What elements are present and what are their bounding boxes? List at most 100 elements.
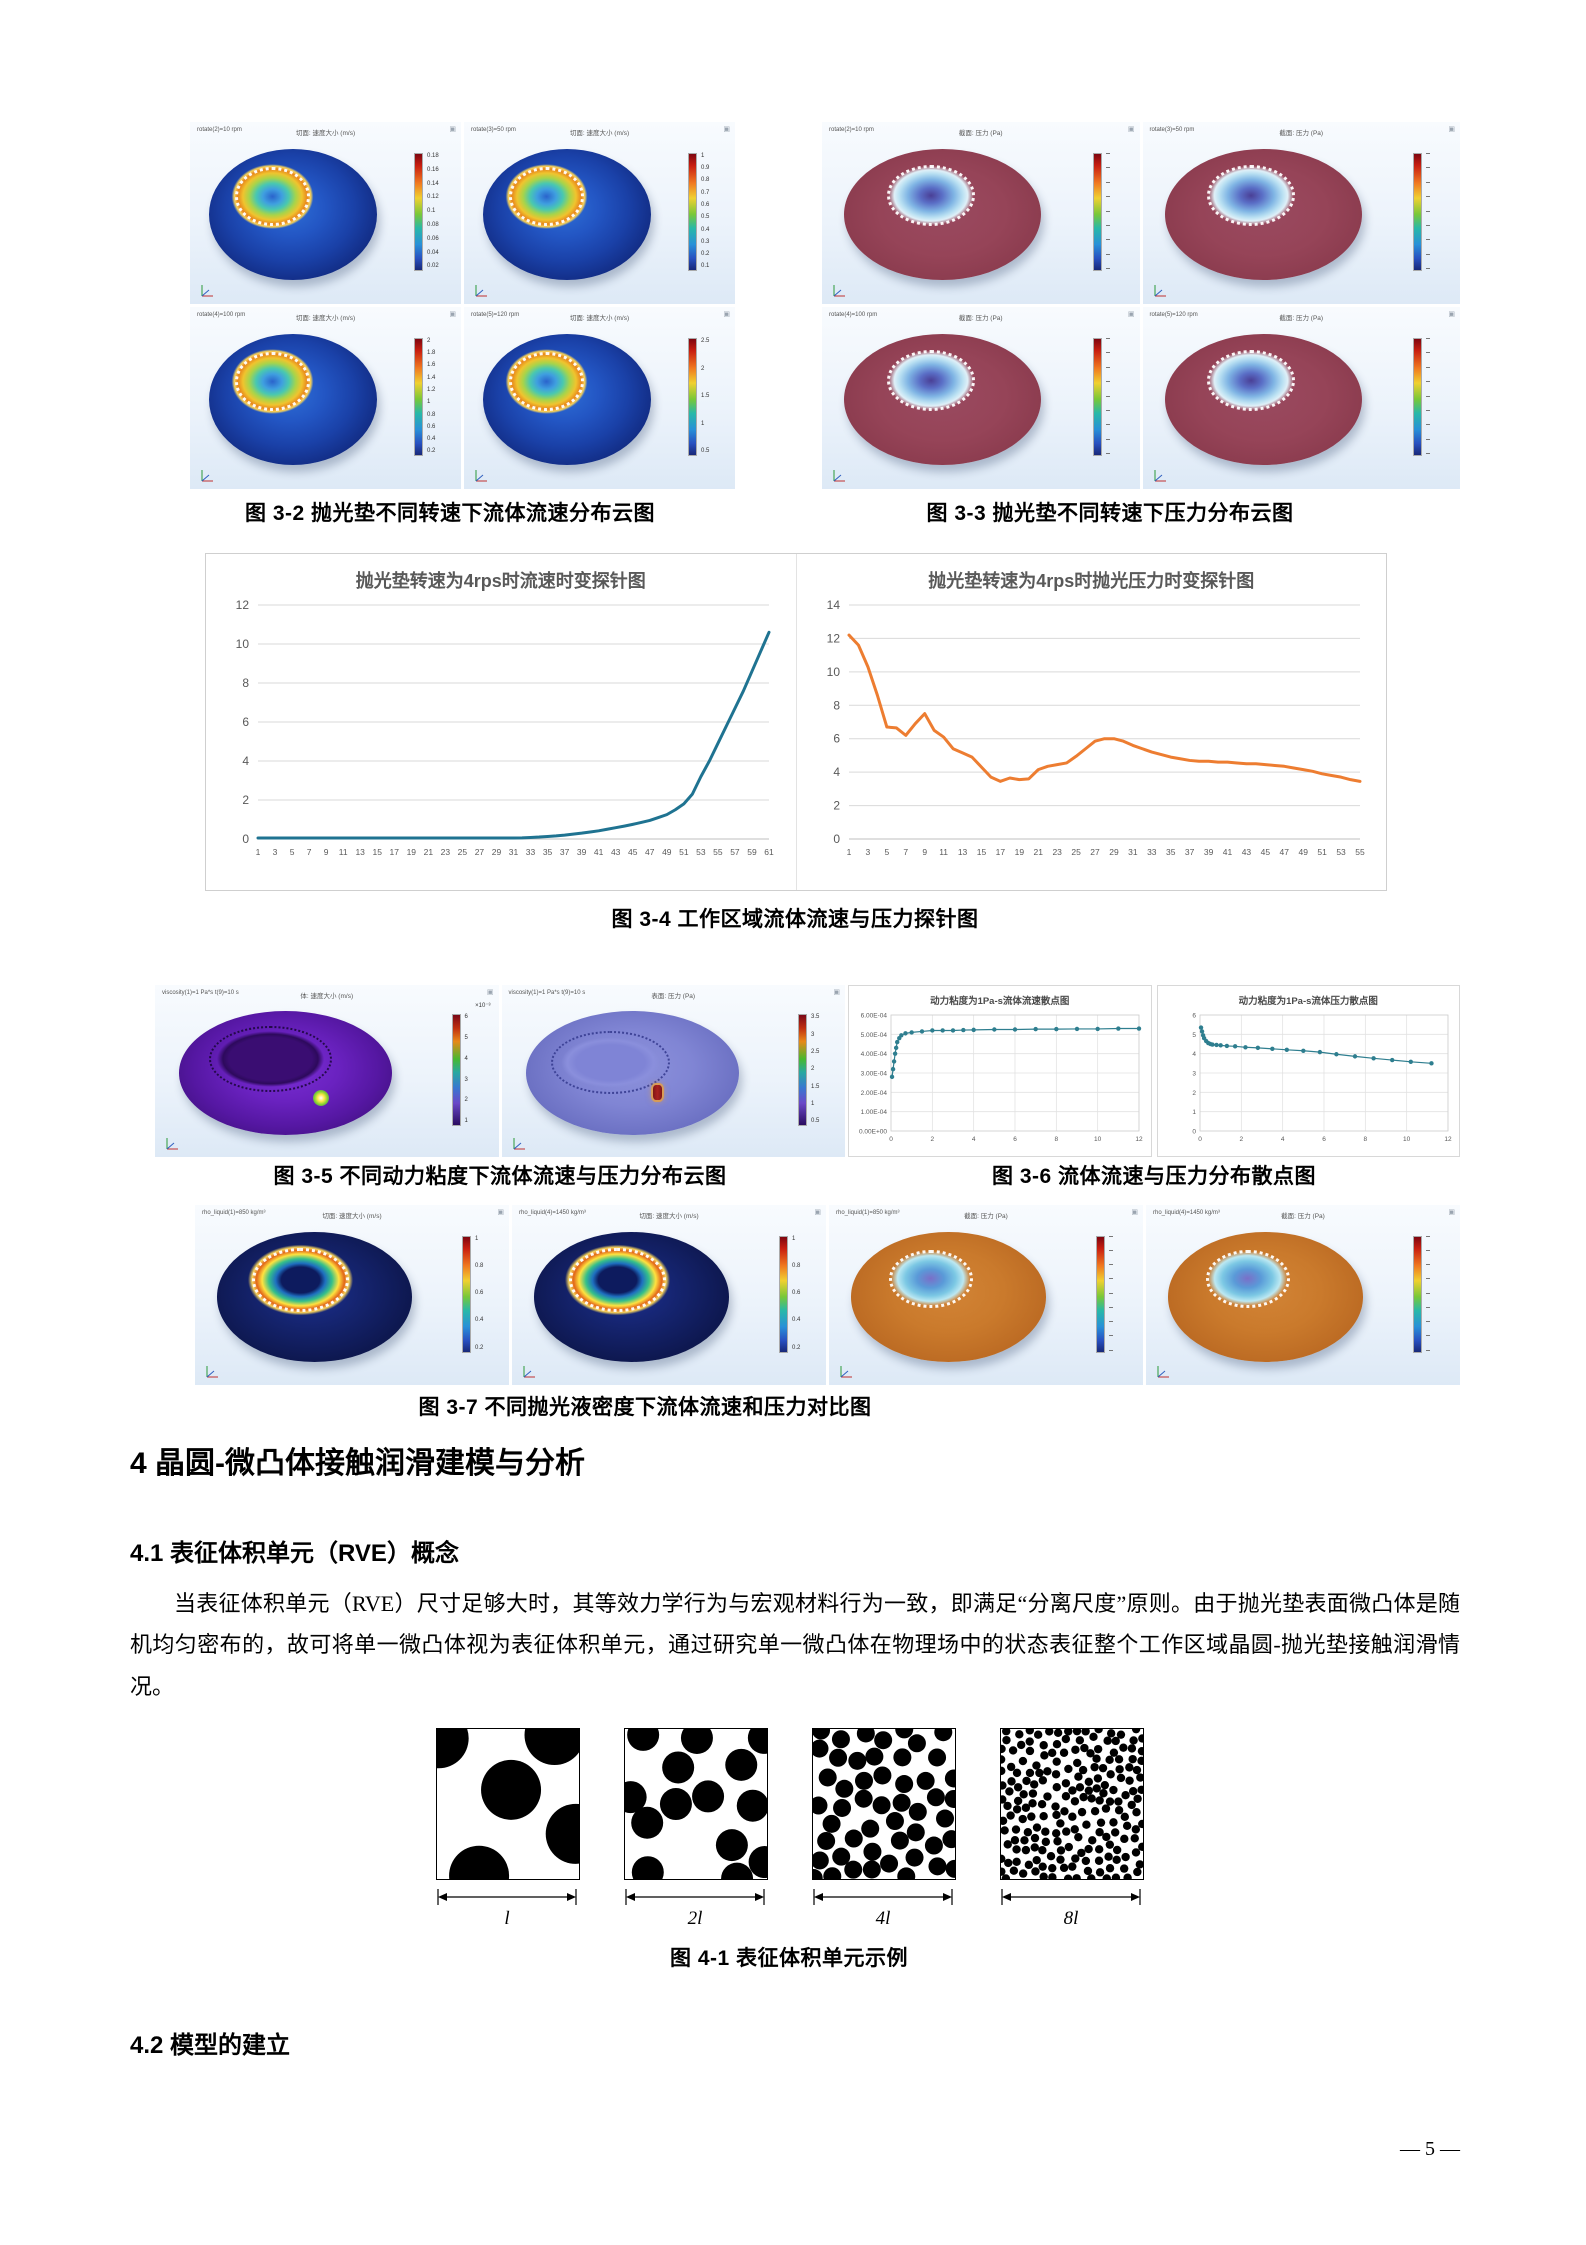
panel-title: 切面: 速度大小 (m/s): [569, 315, 630, 322]
pad-ellipse: [850, 1232, 1046, 1362]
panel-param: rotate(5)=120 rpm: [1149, 312, 1198, 318]
svg-text:14: 14: [826, 598, 840, 612]
colorbar: [414, 152, 423, 272]
chart-title: 抛光垫转速为4rps时抛光压力时变探针图: [928, 571, 1255, 591]
svg-text:5: 5: [1192, 1032, 1196, 1039]
groove-ring: [561, 1242, 675, 1318]
svg-text:53: 53: [696, 847, 706, 857]
figure-3-4-caption: 图 3-4 工作区域流体流速与压力探针图: [611, 908, 979, 931]
dimension-arrow: [624, 1886, 766, 1908]
axis-triad-icon: [475, 470, 487, 482]
figure-3-6-caption: 图 3-6 流体流速与压力分布散点图: [991, 1165, 1317, 1188]
svg-text:37: 37: [1184, 847, 1194, 857]
figure-3-6-scatter-group: 动力粘度为1Pa-s流体流速散点图 0.00E+00 1.00E-04 2.00E-0…: [848, 985, 1460, 1157]
groove-ring: [503, 347, 591, 416]
svg-text:39: 39: [1203, 847, 1213, 857]
pad-ellipse: [1167, 1232, 1363, 1362]
svg-text:27: 27: [475, 847, 485, 857]
colorbar-ticks: 2 1.8 1.6 1.4 1.2 1 0.8 0.6 0.4 0.2: [427, 337, 436, 455]
camera-icon: ▣: [497, 1209, 504, 1216]
page-number: — 5 —: [1400, 2138, 1460, 2160]
svg-text:0.00E+00: 0.00E+00: [859, 1129, 887, 1136]
svg-text:12: 12: [1444, 1136, 1452, 1143]
figure-3-3-caption: 图 3-3 抛光垫不同转速下压力分布云图: [926, 502, 1294, 525]
velocity-probe-chart: 抛光垫转速为4rps时流速时变探针图 0 2 4 6 8 10 12 1 3 5 7 9 11 13 15 17…: [206, 554, 796, 890]
camera-icon: ▣: [1448, 311, 1455, 318]
panel-title: 切面: 速度大小 (m/s): [639, 1213, 699, 1220]
panel-param: rotate(4)=100 rpm: [197, 312, 246, 318]
svg-text:45: 45: [1260, 847, 1270, 857]
panel-param: rho_liquid(4)=1450 kg/m³: [519, 1210, 586, 1216]
comsol-panel: 截面: 压力 (Pa) rho_liquid(4)=1450 kg/m³ ▣: [1146, 1205, 1460, 1385]
colorbar-exponent: ×10⁻³: [475, 1003, 491, 1010]
panel-param: viscosity(1)=1 Pa*s t(9)=10 s: [508, 990, 586, 996]
colorbar-ticks: [1426, 152, 1454, 270]
groove-ring: [244, 1242, 358, 1318]
svg-text:0: 0: [242, 832, 249, 846]
groove-ring: [879, 159, 982, 231]
svg-text:45: 45: [628, 847, 638, 857]
figure-3-2-panel-group: 切面: 速度大小 (m/s) rotate(2)=10 rpm ▣ 0.18 0.16 0…: [190, 122, 735, 489]
svg-text:6: 6: [833, 732, 840, 746]
colorbar: [1092, 337, 1102, 457]
rve-size-label: 4l: [875, 1908, 891, 1929]
groove-ring: [1200, 344, 1303, 416]
comsol-panel: 切面: 速度大小 (m/s) rotate(5)=120 rpm ▣ 2.5 2 1.5 1…: [464, 307, 735, 489]
svg-text:1: 1: [846, 847, 851, 857]
groove-ring: [882, 1244, 980, 1313]
probe-cylinder: [653, 1085, 663, 1101]
svg-text:7: 7: [307, 847, 312, 857]
svg-text:8: 8: [1363, 1136, 1367, 1143]
svg-text:25: 25: [1071, 847, 1081, 857]
panel-title: 表面: 压力 (Pa): [651, 993, 696, 1000]
axis-triad-icon: [475, 285, 487, 297]
panel-title: 切面: 速度大小 (m/s): [569, 130, 630, 137]
colorbar: [414, 337, 423, 457]
colorbar: [1413, 1235, 1422, 1353]
camera-icon: ▣: [1127, 311, 1135, 318]
axis-triad-icon: [166, 1138, 178, 1150]
svg-text:0: 0: [889, 1136, 893, 1143]
rve-dots: [625, 1729, 767, 1879]
panel-title: 截面: 压力 (Pa): [1279, 130, 1324, 137]
colorbar: [688, 337, 697, 457]
figure-3-3-panel-group: 截面: 压力 (Pa) rotate(2)=10 rpm ▣ 截面: 压力 (Pa) r…: [822, 122, 1460, 489]
colorbar: [451, 1014, 461, 1127]
svg-text:9: 9: [922, 847, 927, 857]
comsol-panel: 切面: 速度大小 (m/s) rotate(2)=10 rpm ▣ 0.18 0.16 0…: [190, 122, 461, 304]
pad-ellipse: [525, 1010, 739, 1135]
section-4-2-heading: 4.2 模型的建立: [130, 2032, 291, 2059]
pad-ellipse: [1164, 149, 1362, 281]
panel-param: rotate(5)=120 rpm: [471, 312, 520, 318]
svg-text:5: 5: [884, 847, 889, 857]
svg-text:51: 51: [679, 847, 689, 857]
colorbar: [462, 1235, 471, 1353]
svg-text:2: 2: [242, 793, 249, 807]
svg-text:19: 19: [1014, 847, 1024, 857]
axis-triad-icon: [513, 1138, 525, 1150]
axis-triad-icon: [206, 1366, 218, 1378]
svg-text:35: 35: [1166, 847, 1176, 857]
svg-text:2: 2: [931, 1136, 935, 1143]
comsol-panel: 截面: 压力 (Pa) rho_liquid(1)=850 kg/m³ ▣: [829, 1205, 1143, 1385]
svg-text:19: 19: [407, 847, 417, 857]
svg-text:4: 4: [833, 765, 840, 779]
rve-box: [436, 1728, 580, 1880]
camera-icon: ▣: [1131, 1209, 1138, 1216]
svg-text:4: 4: [972, 1136, 976, 1143]
figure-3-5-panel-group: 体: 速度大小 (m/s) viscosity(1)=1 Pa*s t(9)=10…: [155, 985, 845, 1157]
dimension-arrow: [436, 1886, 578, 1908]
axis-triad-icon: [1154, 285, 1166, 297]
comsol-panel: 切面: 速度大小 (m/s) rotate(4)=100 rpm ▣ 2 1.8 1.6 1…: [190, 307, 461, 489]
pad-ellipse: [208, 334, 377, 466]
svg-text:1: 1: [256, 847, 261, 857]
comsol-panel: 切面: 速度大小 (m/s) rho_liquid(1)=850 kg/m³ ▣ 1 0…: [195, 1205, 509, 1385]
rve-box: [624, 1728, 768, 1880]
panel-title: 截面: 压力 (Pa): [958, 315, 1003, 322]
svg-text:2: 2: [1239, 1136, 1243, 1143]
section-4-heading: 4 晶圆-微凸体接触润滑建模与分析: [130, 1447, 586, 1480]
svg-text:6: 6: [1192, 1013, 1196, 1020]
comsol-panel: 表面: 压力 (Pa) viscosity(1)=1 Pa*s t(9)=10 s…: [501, 985, 845, 1157]
svg-text:1: 1: [1192, 1109, 1196, 1116]
